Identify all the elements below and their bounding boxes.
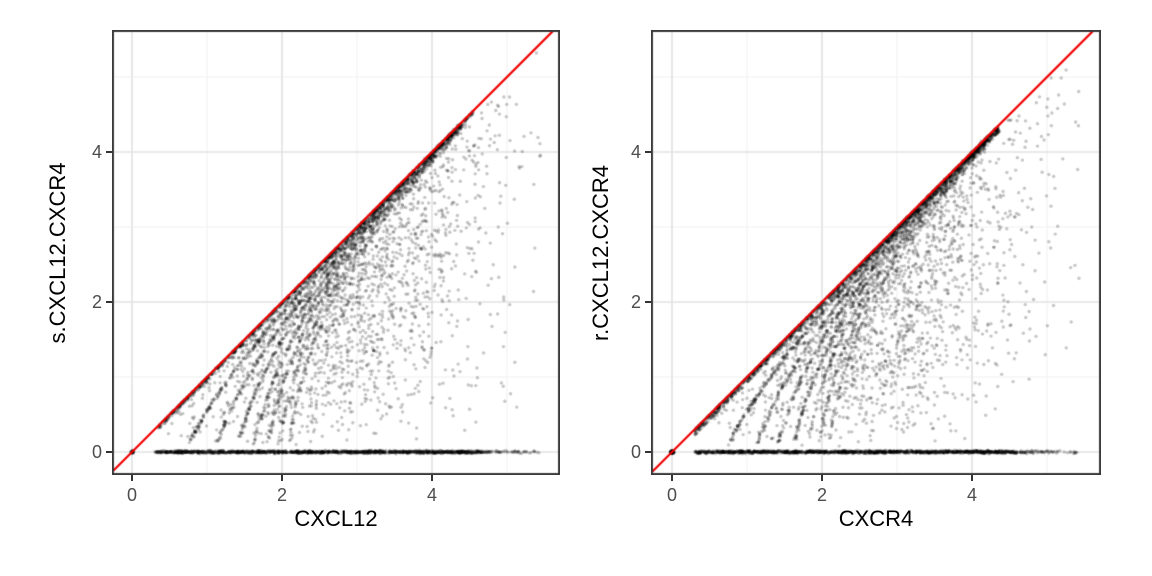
y-tick-label: 0 (91, 442, 102, 462)
x-axis-title-left: CXCL12 (294, 506, 378, 531)
plot-panel-right (651, 30, 1101, 475)
y-tick-mark (645, 301, 651, 303)
y-axis-title-right: r.CXCL12.CXCR4 (588, 164, 613, 341)
y-tick-mark (106, 301, 112, 303)
x-tick-label: 2 (276, 485, 288, 505)
y-tick-mark (106, 451, 112, 453)
x-tick-mark (821, 475, 823, 481)
y-tick-label: 0 (630, 442, 641, 462)
y-tick-label: 4 (91, 142, 102, 162)
x-tick-mark (281, 475, 283, 481)
x-tick-label: 4 (966, 485, 978, 505)
plot-panel-left (112, 30, 560, 475)
y-tick-mark (645, 451, 651, 453)
y-tick-label: 2 (91, 292, 102, 312)
y-tick-label: 4 (630, 142, 641, 162)
y-tick-label: 2 (630, 292, 641, 312)
x-tick-mark (131, 475, 133, 481)
x-tick-label: 2 (816, 485, 828, 505)
x-axis-title-right: CXCR4 (838, 506, 914, 531)
y-tick-mark (106, 151, 112, 153)
x-tick-label: 4 (426, 485, 438, 505)
x-tick-label: 0 (126, 485, 138, 505)
y-tick-mark (645, 151, 651, 153)
x-tick-mark (671, 475, 673, 481)
x-tick-mark (971, 475, 973, 481)
x-tick-mark (431, 475, 433, 481)
x-tick-label: 0 (666, 485, 678, 505)
